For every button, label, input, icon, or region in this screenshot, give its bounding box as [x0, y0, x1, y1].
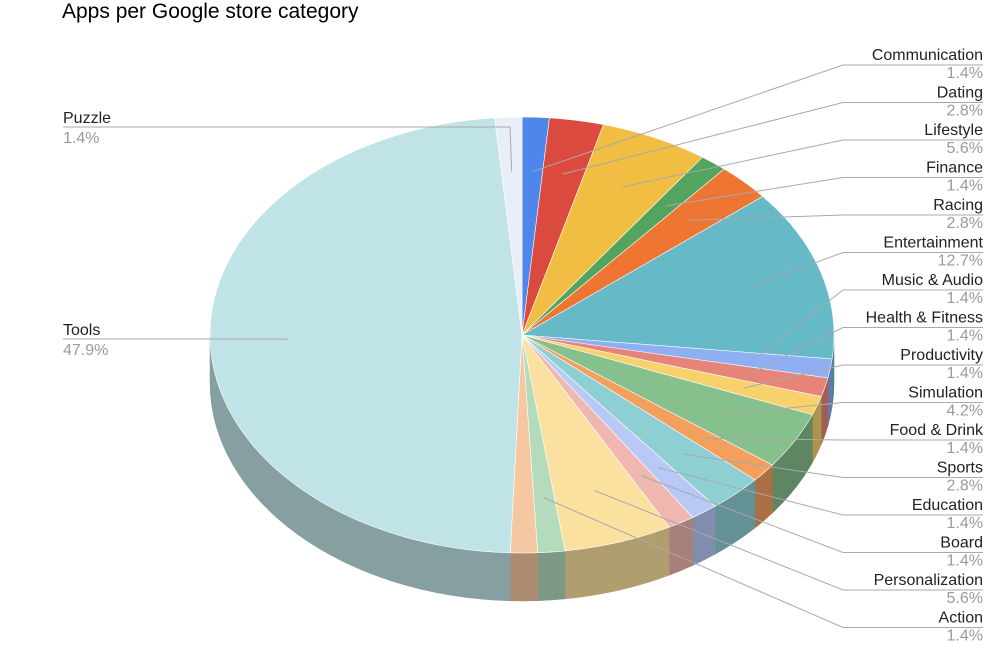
pie-slice-puzzle [494, 116, 523, 336]
pie-top-slices [209, 116, 835, 554]
slice-labels: Communication1.4%Dating2.8%Lifestyle5.6%… [63, 47, 984, 645]
leader-line-finance [665, 177, 983, 207]
slice-value-communication: 1.4% [947, 65, 983, 82]
slice-value-personalization: 5.6% [947, 590, 983, 607]
slice-value-music-and-audio: 1.4% [947, 290, 983, 307]
leader-line-health-and-fitness [748, 327, 983, 375]
slice-label-puzzle: Puzzle [63, 110, 111, 127]
slice-value-food-and-drink: 1.4% [947, 440, 983, 457]
leader-line-sports [682, 453, 983, 478]
leader-line-dating [562, 102, 983, 175]
leader-lines [63, 64, 983, 628]
slice-value-board: 1.4% [947, 553, 983, 570]
leader-line-simulation [726, 402, 983, 415]
slice-label-action: Action [939, 610, 983, 627]
pie-side-unlabeled-16 [509, 552, 538, 602]
leader-line-personalization [594, 490, 983, 591]
slice-label-sports: Sports [937, 460, 983, 477]
leader-line-education [658, 467, 983, 516]
leader-line-action [543, 497, 983, 628]
chart-title: Apps per Google store category [62, 0, 359, 23]
slice-value-racing: 2.8% [947, 215, 983, 232]
slice-label-personalization: Personalization [874, 572, 983, 589]
slice-value-productivity: 1.4% [947, 365, 983, 382]
pie-slice-entertainment [521, 195, 835, 360]
slice-label-food-and-drink: Food & Drink [890, 422, 984, 439]
slice-label-tools: Tools [63, 322, 100, 339]
slice-label-communication: Communication [872, 47, 983, 64]
slice-value-entertainment: 12.7% [938, 253, 983, 270]
slice-value-sports: 2.8% [947, 478, 983, 495]
slice-value-dating: 2.8% [947, 103, 983, 120]
slice-value-puzzle: 1.4% [63, 130, 99, 147]
pie-slice-tools [209, 117, 523, 554]
slice-label-racing: Racing [933, 197, 983, 214]
slice-label-music-and-audio: Music & Audio [882, 272, 983, 289]
slice-value-education: 1.4% [947, 515, 983, 532]
leader-line-puzzle [63, 126, 513, 172]
slice-value-tools: 47.9% [63, 342, 108, 359]
slice-value-simulation: 4.2% [947, 403, 983, 420]
leader-line-entertainment [746, 252, 983, 289]
leader-line-board [641, 475, 983, 553]
leader-line-communication [532, 64, 983, 173]
slice-label-health-and-fitness: Health & Fitness [866, 310, 983, 327]
slice-label-productivity: Productivity [900, 347, 983, 364]
slice-label-simulation: Simulation [908, 385, 983, 402]
slice-value-action: 1.4% [947, 628, 983, 645]
slice-label-lifestyle: Lifestyle [924, 122, 983, 139]
slice-label-dating: Dating [937, 85, 983, 102]
slice-label-education: Education [912, 497, 983, 514]
pie-side-action [537, 550, 566, 601]
slice-value-finance: 1.4% [947, 178, 983, 195]
slice-label-finance: Finance [926, 160, 983, 177]
leader-line-lifestyle [621, 139, 983, 188]
slice-label-entertainment: Entertainment [883, 235, 983, 252]
leader-line-food-and-drink [703, 437, 983, 441]
leader-line-productivity [743, 364, 983, 389]
leader-line-racing [688, 214, 983, 221]
slice-value-lifestyle: 5.6% [947, 140, 983, 157]
slice-label-board: Board [940, 535, 983, 552]
slice-value-health-and-fitness: 1.4% [947, 328, 983, 345]
leader-line-music-and-audio [752, 289, 983, 361]
